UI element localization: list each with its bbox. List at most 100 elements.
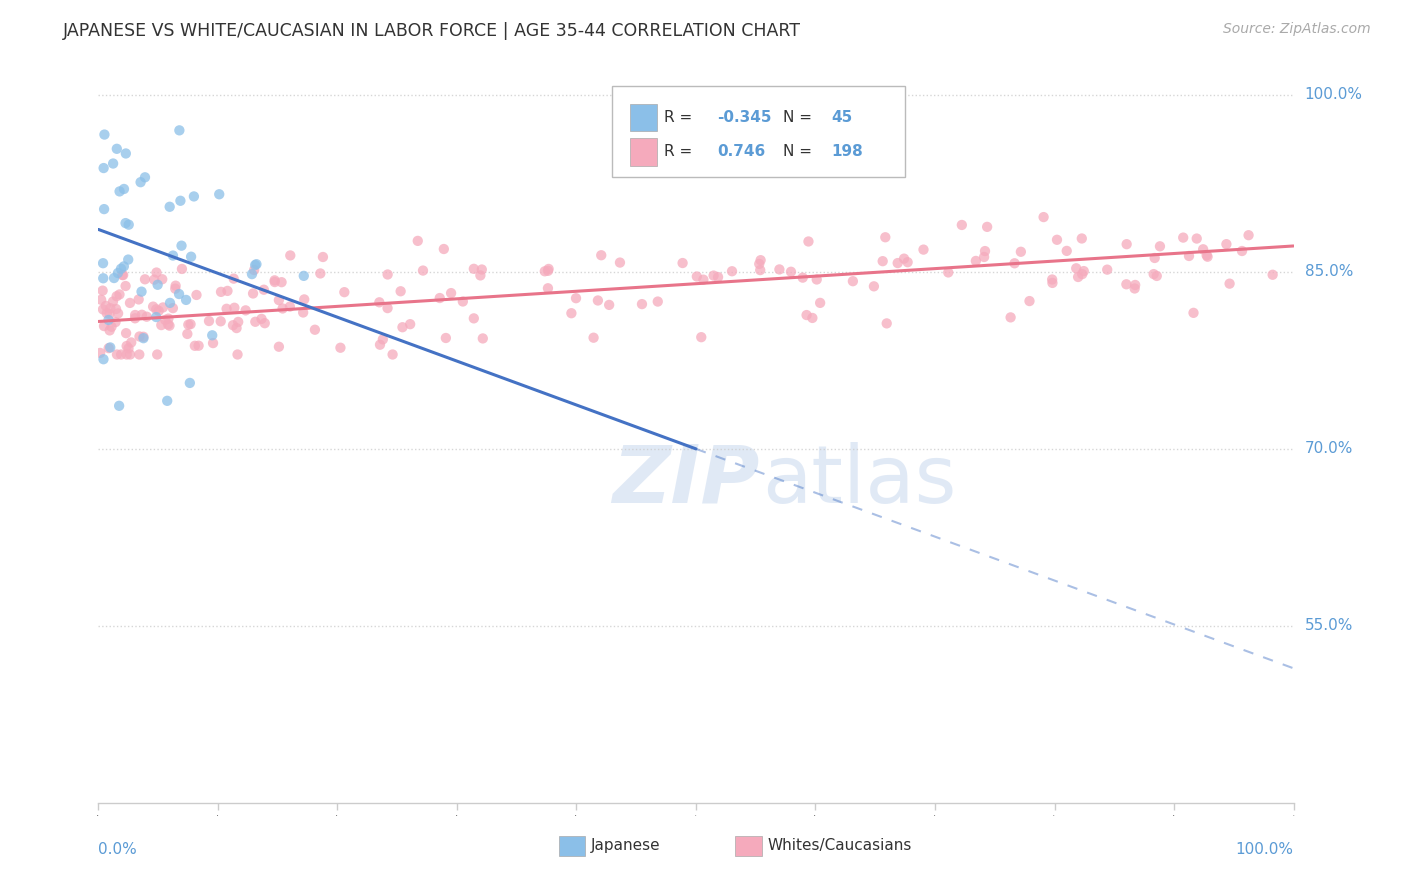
Point [560,306,582,320]
Text: -0.345: -0.345 [717,110,772,125]
Point [131,308,153,322]
Point [209,314,232,328]
Point [278,300,301,314]
FancyBboxPatch shape [613,86,905,178]
Point [91,256,114,270]
Text: 100.0%: 100.0% [1236,842,1294,856]
Point [1185,231,1208,245]
Text: 55.0%: 55.0% [1305,618,1353,633]
Point [434,331,457,345]
Point [533,264,555,278]
Point [165,282,187,296]
Point [886,256,908,270]
Point [98,340,121,354]
Point [897,255,920,269]
Point [591,248,613,262]
Point [167,287,190,301]
Point [582,331,605,345]
Point [180,317,202,331]
Point [117,252,139,267]
Point [537,281,560,295]
Point [202,336,225,351]
Point [1115,237,1137,252]
Point [170,238,193,252]
Point [128,293,150,307]
Point [155,313,177,327]
Point [222,271,245,285]
Point [1067,270,1090,285]
Point [157,318,180,332]
Point [381,347,404,361]
Point [1115,277,1137,292]
Point [91,302,114,317]
Text: N =: N = [783,110,817,125]
Point [101,294,124,309]
Text: Source: ZipAtlas.com: Source: ZipAtlas.com [1223,22,1371,37]
Point [863,279,886,293]
Point [180,250,202,264]
Point [292,268,315,283]
Point [965,254,987,268]
Point [801,310,824,325]
Point [184,339,207,353]
Point [105,142,128,156]
Point [976,219,998,234]
Point [157,311,180,326]
Point [235,303,257,318]
Point [120,335,142,350]
Point [208,187,231,202]
Point [1046,233,1069,247]
Point [101,156,124,170]
Point [1173,230,1195,244]
Point [159,318,181,333]
Text: 100.0%: 100.0% [1305,87,1362,103]
Point [371,332,394,346]
Point [721,264,744,278]
Point [1032,210,1054,224]
Point [105,347,128,361]
Point [1010,244,1032,259]
Point [842,274,865,288]
Point [707,270,730,285]
Point [201,328,224,343]
Text: ZIP: ZIP [613,442,759,520]
Point [91,284,114,298]
Point [96,306,118,320]
Point [226,347,249,361]
Point [875,230,897,244]
Point [292,305,315,319]
Point [93,352,115,367]
Point [368,295,391,310]
Point [100,301,122,316]
Point [159,296,181,310]
Point [292,293,315,307]
Point [128,347,150,361]
Point [808,296,831,310]
Point [90,293,112,307]
Point [245,257,267,271]
Point [107,306,129,320]
Point [135,310,157,324]
Point [270,275,292,289]
Point [1040,272,1063,286]
Point [89,346,111,360]
Point [108,287,131,301]
Text: N =: N = [783,145,817,160]
Point [1230,244,1253,258]
Point [609,255,631,269]
Point [1018,294,1040,309]
Point [129,175,152,189]
Point [1237,228,1260,243]
Text: R =: R = [664,110,697,125]
FancyBboxPatch shape [558,836,585,856]
Text: JAPANESE VS WHITE/CAUCASIAN IN LABOR FORCE | AGE 35-44 CORRELATION CHART: JAPANESE VS WHITE/CAUCASIAN IN LABOR FOR… [63,22,801,40]
Point [429,291,451,305]
Point [162,301,184,315]
Point [471,331,494,345]
Point [93,319,115,334]
Point [470,268,492,283]
Point [117,342,139,356]
Point [250,311,273,326]
Point [312,250,335,264]
Point [463,261,485,276]
